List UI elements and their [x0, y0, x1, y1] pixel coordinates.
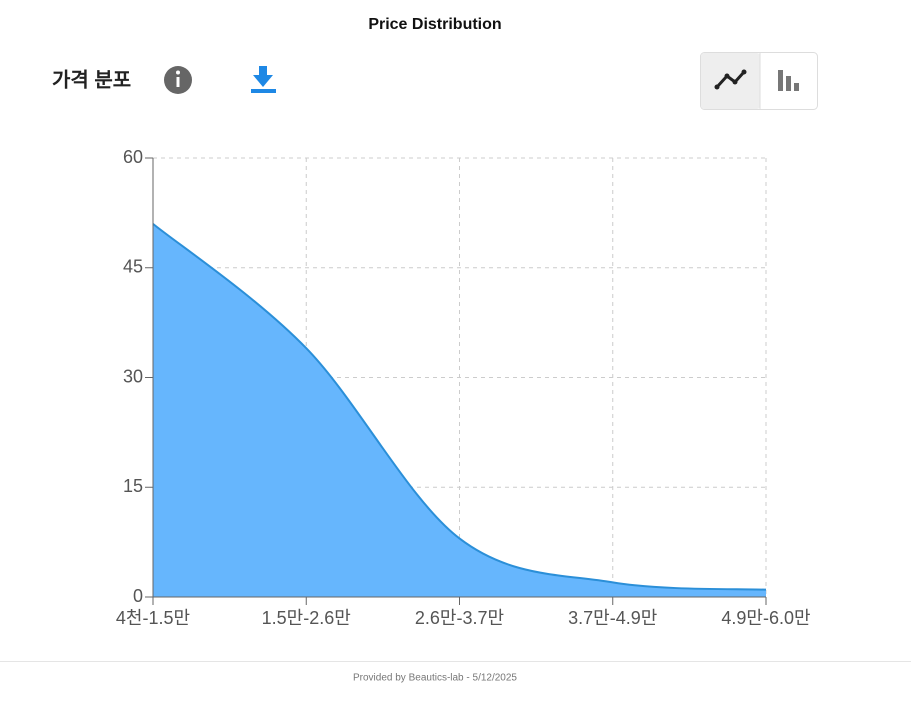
- x-tick-label: 1.5만-2.6만: [262, 608, 351, 628]
- y-tick-label: 0: [133, 586, 143, 606]
- area: [153, 223, 766, 597]
- chart-toggle: [700, 52, 818, 110]
- y-tick-label: 30: [123, 366, 143, 386]
- bar-toggle[interactable]: [778, 70, 799, 91]
- x-tick-label: 4천-1.5만: [116, 608, 190, 628]
- info-icon[interactable]: [164, 66, 192, 94]
- page-title: Price Distribution: [368, 16, 501, 33]
- section-title: 가격 분포: [52, 68, 131, 91]
- line: [152, 223, 767, 591]
- footer: Provided by Beautics-lab - 5/12/2025: [353, 673, 517, 684]
- y-tick-label: 45: [123, 257, 143, 277]
- download-icon[interactable]: [251, 66, 276, 93]
- y-tick-label: 15: [123, 476, 143, 496]
- chart: 0 15 30 45 60 4천-1.5만 1.5만-2.6만 2.6만-3.7만 3.7만-4…: [116, 147, 811, 628]
- x-tick-label: 2.6만-3.7만: [415, 608, 504, 628]
- x-tick-label: 4.9만-6.0만: [721, 608, 810, 628]
- line-toggle[interactable]: [701, 53, 760, 109]
- y-tick-label: 60: [123, 147, 143, 167]
- x-tick-label: 3.7만-4.9만: [568, 608, 657, 628]
